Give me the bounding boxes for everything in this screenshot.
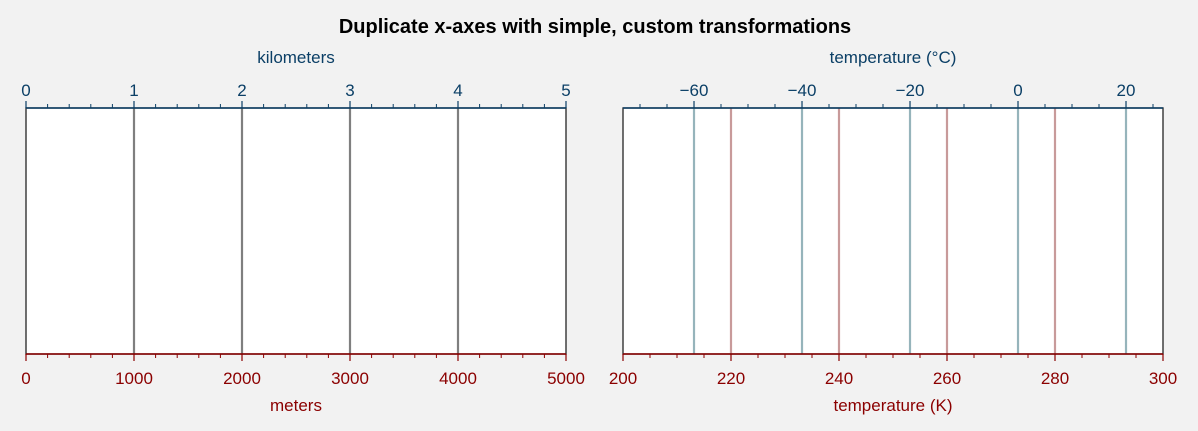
- left-panel: 0 1000 2000 3000 4000 5000 0 1 2 3 4 5 meters kilo…: [21, 48, 585, 415]
- left-top-axis: 0 1 2 3 4 5: [21, 81, 571, 109]
- right-bottom-tick-label: 260: [933, 369, 961, 388]
- figure-title: Duplicate x-axes with simple, custom tra…: [339, 16, 851, 38]
- right-bottom-tick-label: 280: [1041, 369, 1069, 388]
- right-top-axis: −60 −40 −20 0 20: [623, 81, 1163, 109]
- right-bottom-axis-label: temperature (K): [833, 396, 952, 415]
- right-bottom-tick-label: 240: [825, 369, 853, 388]
- right-top-tick-label: −20: [896, 81, 925, 100]
- right-top-tick-label: 0: [1013, 81, 1022, 100]
- right-plot-background: [623, 108, 1163, 354]
- right-top-tick-label: −60: [680, 81, 709, 100]
- left-bottom-axis-label: meters: [270, 396, 322, 415]
- left-vertical-lines: [132, 108, 460, 354]
- left-top-tick-label: 5: [561, 81, 570, 100]
- right-top-axis-label: temperature (°C): [830, 48, 957, 67]
- left-plot-background: [26, 108, 566, 354]
- right-top-tick-label: −40: [788, 81, 817, 100]
- right-top-tick-label: 20: [1117, 81, 1136, 100]
- left-bottom-tick-label: 4000: [439, 369, 477, 388]
- left-bottom-tick-label: 5000: [547, 369, 585, 388]
- right-vertical-lines: [692, 108, 1128, 354]
- left-top-tick-label: 4: [453, 81, 462, 100]
- right-bottom-axis: 200 220 240 260 280 300: [609, 353, 1177, 388]
- left-top-axis-label: kilometers: [257, 48, 334, 67]
- left-bottom-tick-label: 3000: [331, 369, 369, 388]
- left-bottom-tick-label: 1000: [115, 369, 153, 388]
- left-bottom-tick-label: 0: [21, 369, 30, 388]
- left-top-tick-label: 2: [237, 81, 246, 100]
- left-top-tick-label: 1: [129, 81, 138, 100]
- right-panel: 200 220 240 260 280 300 −60 −40 −20 0 20 temperat…: [609, 48, 1177, 415]
- left-top-tick-label: 3: [345, 81, 354, 100]
- left-bottom-axis: 0 1000 2000 3000 4000 5000: [21, 353, 585, 388]
- left-bottom-tick-label: 2000: [223, 369, 261, 388]
- right-bottom-tick-label: 300: [1149, 369, 1177, 388]
- right-bottom-tick-label: 200: [609, 369, 637, 388]
- left-top-tick-label: 0: [21, 81, 30, 100]
- right-bottom-tick-label: 220: [717, 369, 745, 388]
